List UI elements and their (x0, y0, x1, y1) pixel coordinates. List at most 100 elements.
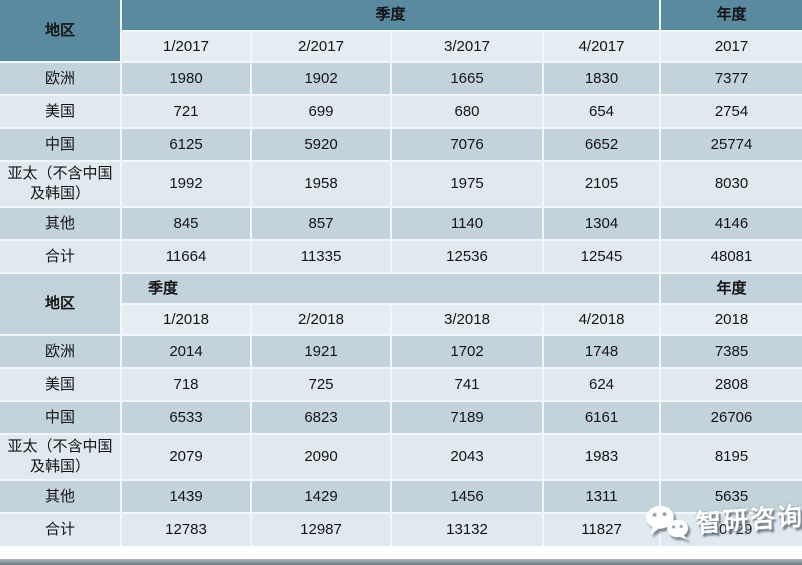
table-row: 中国 6533 6823 7189 6161 26706 (0, 400, 802, 435)
table-row: 亚太（不含中国及韩国） 1992 1958 1975 2105 8030 (0, 160, 802, 208)
value-cell: 741 (390, 367, 544, 402)
value-cell: 5635 (659, 479, 802, 514)
column-header: 4/2017 (541, 30, 662, 63)
value-cell: 1702 (390, 334, 544, 369)
value-cell: 624 (541, 367, 662, 402)
value-cell: 1958 (250, 160, 392, 208)
value-cell: 26706 (659, 400, 802, 435)
value-cell: 1665 (390, 61, 544, 96)
column-header: 3/2018 (390, 303, 544, 336)
value-cell: 6125 (120, 127, 252, 162)
table-row: 欧洲 1980 1902 1665 1830 7377 (0, 61, 802, 96)
region-cell: 合计 (0, 512, 122, 547)
value-cell: 1975 (390, 160, 544, 208)
region-cell: 中国 (0, 127, 122, 162)
year-group-header: 年度 (659, 0, 802, 32)
value-cell: 6652 (541, 127, 662, 162)
value-cell: 12545 (541, 239, 662, 274)
value-cell: 8030 (659, 160, 802, 208)
value-cell: 7385 (659, 334, 802, 369)
value-cell: 2754 (659, 94, 802, 129)
value-cell: 718 (120, 367, 252, 402)
value-cell: 1140 (390, 206, 544, 241)
value-cell: 11827 (541, 512, 662, 547)
column-header: 2018 (659, 303, 802, 336)
column-header: 2/2018 (250, 303, 392, 336)
region-cell: 亚太（不含中国及韩国） (0, 160, 122, 208)
value-cell: 13132 (390, 512, 544, 547)
table-row: 亚太（不含中国及韩国） 2079 2090 2043 1983 8195 (0, 433, 802, 481)
table-section-0: 地区 季度 年度 1/2017 2/2017 3/2017 4/2017 2017 欧洲 1980… (0, 0, 802, 274)
value-cell: 7076 (390, 127, 544, 162)
value-cell: 11335 (250, 239, 392, 274)
value-cell: 1304 (541, 206, 662, 241)
region-cell: 中国 (0, 400, 122, 435)
value-cell: 48081 (659, 239, 802, 274)
value-cell: 6161 (541, 400, 662, 435)
value-cell: 12783 (120, 512, 252, 547)
value-cell: 725 (250, 367, 392, 402)
region-group-header: 地区 (0, 0, 122, 63)
region-cell: 其他 (0, 479, 122, 514)
column-header: 3/2017 (390, 30, 544, 63)
value-cell: 4146 (659, 206, 802, 241)
table-row: 合计 11664 11335 12536 12545 48081 (0, 239, 802, 274)
value-cell: 1921 (250, 334, 392, 369)
column-header: 2017 (659, 30, 802, 63)
region-cell: 欧洲 (0, 61, 122, 96)
value-cell: 2090 (250, 433, 392, 481)
value-cell: 699 (250, 94, 392, 129)
region-cell: 合计 (0, 239, 122, 274)
region-cell: 欧洲 (0, 334, 122, 369)
value-cell: 2079 (120, 433, 252, 481)
value-cell: 7189 (390, 400, 544, 435)
quarter-group-header: 季度 (119, 272, 662, 305)
value-cell: 1439 (120, 479, 252, 514)
table-row: 其他 1439 1429 1456 1311 5635 (0, 479, 802, 514)
value-cell: 1992 (120, 160, 252, 208)
region-cell: 美国 (0, 94, 122, 129)
value-cell: 2808 (659, 367, 802, 402)
value-cell: 2105 (541, 160, 662, 208)
value-cell: 1456 (390, 479, 544, 514)
value-cell: 1983 (541, 433, 662, 481)
region-cell: 亚太（不含中国及韩国） (0, 433, 122, 481)
value-cell: 1902 (250, 61, 392, 96)
table-row: 合计 12783 12987 13132 11827 50729 (0, 512, 802, 547)
value-cell: 6823 (250, 400, 392, 435)
table-row: 欧洲 2014 1921 1702 1748 7385 (0, 334, 802, 369)
value-cell: 11664 (120, 239, 252, 274)
value-cell: 12536 (390, 239, 544, 274)
region-group-header: 地区 (0, 272, 122, 336)
column-header: 4/2018 (541, 303, 662, 336)
quarter-group-header: 季度 (119, 0, 662, 32)
value-cell: 25774 (659, 127, 802, 162)
value-cell: 1311 (541, 479, 662, 514)
value-cell: 2043 (390, 433, 544, 481)
value-cell: 1980 (120, 61, 252, 96)
value-cell: 721 (120, 94, 252, 129)
region-cell: 美国 (0, 367, 122, 402)
table-row: 美国 718 725 741 624 2808 (0, 367, 802, 402)
value-cell: 5920 (250, 127, 392, 162)
value-cell: 1429 (250, 479, 392, 514)
table-section-1: 地区 季度 年度 1/2018 2/2018 3/2018 4/2018 2018 欧洲 2014… (0, 272, 802, 547)
value-cell: 7377 (659, 61, 802, 96)
value-cell: 8195 (659, 433, 802, 481)
quarterly-data-table: 地区 季度 年度 1/2017 2/2017 3/2017 4/2017 2017 欧洲 1980… (0, 0, 802, 547)
value-cell: 50729 (659, 512, 802, 547)
table-row: 中国 6125 5920 7076 6652 25774 (0, 127, 802, 162)
value-cell: 2014 (120, 334, 252, 369)
column-header: 1/2018 (120, 303, 252, 336)
value-cell: 680 (390, 94, 544, 129)
value-cell: 857 (250, 206, 392, 241)
value-cell: 845 (120, 206, 252, 241)
column-header: 2/2017 (250, 30, 392, 63)
value-cell: 6533 (120, 400, 252, 435)
value-cell: 12987 (250, 512, 392, 547)
table-row: 美国 721 699 680 654 2754 (0, 94, 802, 129)
value-cell: 654 (541, 94, 662, 129)
table-row: 其他 845 857 1140 1304 4146 (0, 206, 802, 241)
bottom-divider-bar (0, 559, 802, 565)
